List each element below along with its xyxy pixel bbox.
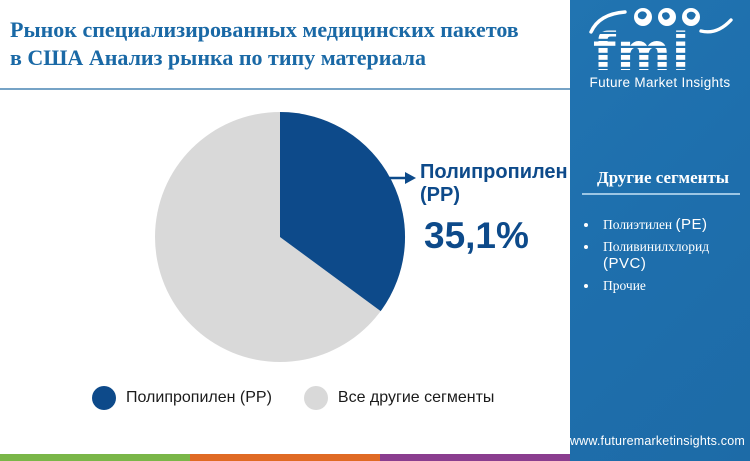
callout-value: 35,1% [424,215,529,256]
heading-divider [582,193,740,195]
footer-stripe-purple [380,454,570,461]
segment-item-pvc: Поливинилхлорид (PVC) [599,238,732,272]
callout-arrow-icon [386,172,416,184]
website-url[interactable]: www.futuremarketinsights.com [569,434,745,448]
pie-chart [155,111,406,362]
page-title-line-2: в США Анализ рынка по типу материала [10,45,426,70]
legend-label-pp: Полипропилен (PP) [126,389,272,406]
segment-item-other: Прочие [599,277,732,294]
segment-list: Полиэтилен (PE) Поливинилхлорид (PVC) Пр… [582,216,732,299]
logo-swoosh-right-icon [699,18,733,34]
pie-slice-pp [280,111,406,312]
page-title: Рынок специализированных медицинских пак… [10,16,558,72]
legend: Полипропилен (PP) Все другие сегменты [92,386,494,410]
footer-stripe-green [0,454,190,461]
logo-globes-icon [634,8,700,26]
legend-label-others: Все другие сегменты [337,389,495,406]
title-divider [0,88,570,90]
legend-item-pp: Полипропилен (PP) [92,386,272,410]
fmi-logo: fmi Future Market Insights [589,8,733,90]
other-segments-heading: Другие сегменты [597,168,730,187]
legend-swatch-others [303,386,328,410]
logo-text: fmi [593,23,691,83]
legend-item-others: Все другие сегменты [303,386,495,410]
logo-subtitle: Future Market Insights [590,75,731,90]
page-title-line-1: Рынок специализированных медицинских пак… [10,17,519,42]
legend-swatch-pp [92,386,116,410]
segment-item-pe: Полиэтилен (PE) [599,216,732,233]
callout-label: Полипропилен (PP) [420,161,568,206]
footer-stripe-orange [190,454,380,461]
logo-swoosh-left-icon [589,10,627,34]
sidebar: fmi Future Market Insights Другие сегмен… [570,0,750,461]
